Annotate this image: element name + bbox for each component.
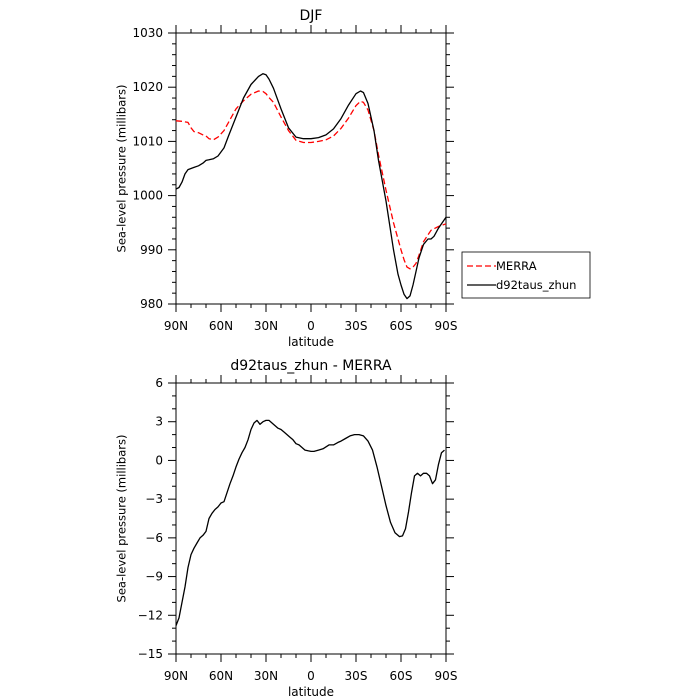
x-tick-label: 60N xyxy=(209,319,233,333)
x-tick-label: 30S xyxy=(345,669,368,683)
y-tick-label: −12 xyxy=(138,608,163,622)
x-axis-label: latitude xyxy=(288,335,334,349)
x-tick-label: 90N xyxy=(164,669,188,683)
y-tick-label: 990 xyxy=(140,243,163,257)
x-tick-label: 60N xyxy=(209,669,233,683)
x-tick-label: 30N xyxy=(254,669,278,683)
x-tick-label: 60S xyxy=(390,669,413,683)
y-tick-label: −15 xyxy=(138,647,163,661)
legend: MERRA d92taus_zhun xyxy=(461,251,591,299)
panel-bottom-difference: d92taus_zhun - MERRA Sea-level pressure (… xyxy=(115,358,458,699)
y-axis-label: Sea-level pressure (millibars) xyxy=(115,435,129,603)
legend-label: d92taus_zhun xyxy=(496,278,576,292)
y-tick-label: −3 xyxy=(145,492,163,506)
x-tick-label: 30S xyxy=(345,319,368,333)
y-tick-label: 980 xyxy=(140,297,163,311)
x-tick-label: 0 xyxy=(307,669,315,683)
panel-top-djf: DJF Sea-level pressure (millibars) latitud… xyxy=(115,8,591,349)
x-tick-label: 90S xyxy=(435,319,458,333)
y-tick-label: 3 xyxy=(155,415,163,429)
plot-frame xyxy=(175,382,447,655)
y-axis-label: Sea-level pressure (millibars) xyxy=(115,85,129,253)
chart-title: d92taus_zhun - MERRA xyxy=(230,358,392,374)
x-axis-label: latitude xyxy=(288,685,334,699)
y-tick-label: 6 xyxy=(155,376,163,390)
y-tick-label: 1030 xyxy=(132,26,163,40)
y-tick-label: 1000 xyxy=(132,189,163,203)
legend-box xyxy=(461,251,591,299)
y-tick-label: 1020 xyxy=(132,80,163,94)
x-tick-label: 90N xyxy=(164,319,188,333)
chart-title: DJF xyxy=(300,8,323,24)
series-line-difference xyxy=(175,419,445,626)
x-tick-label: 30N xyxy=(254,319,278,333)
series-line-merra xyxy=(175,90,447,270)
y-tick-label: 1010 xyxy=(132,134,163,148)
series-line-d92taus-zhun xyxy=(175,73,447,300)
legend-label: MERRA xyxy=(496,259,537,273)
x-tick-label: 60S xyxy=(390,319,413,333)
y-tick-label: 0 xyxy=(155,453,163,467)
x-tick-label: 90S xyxy=(435,669,458,683)
y-tick-label: −9 xyxy=(145,570,163,584)
plot-frame xyxy=(175,32,447,305)
x-tick-label: 0 xyxy=(307,319,315,333)
y-tick-label: −6 xyxy=(145,531,163,545)
